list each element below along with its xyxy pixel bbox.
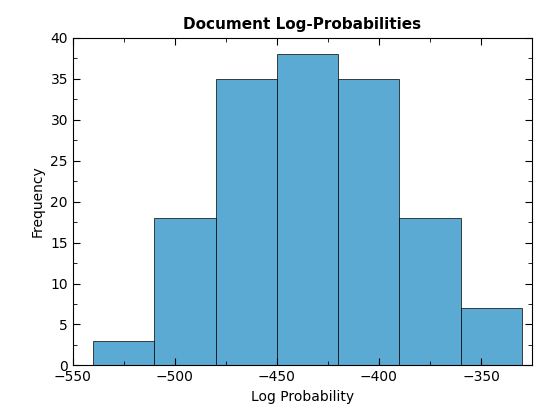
X-axis label: Log Probability: Log Probability bbox=[251, 390, 354, 404]
Y-axis label: Frequency: Frequency bbox=[31, 166, 45, 237]
Bar bbox=[399, 218, 460, 365]
Bar bbox=[216, 79, 277, 365]
Title: Document Log-Probabilities: Document Log-Probabilities bbox=[183, 18, 422, 32]
Bar bbox=[460, 308, 522, 365]
Bar bbox=[155, 218, 216, 365]
Bar bbox=[93, 341, 155, 365]
Bar bbox=[338, 79, 399, 365]
Bar bbox=[277, 54, 338, 365]
